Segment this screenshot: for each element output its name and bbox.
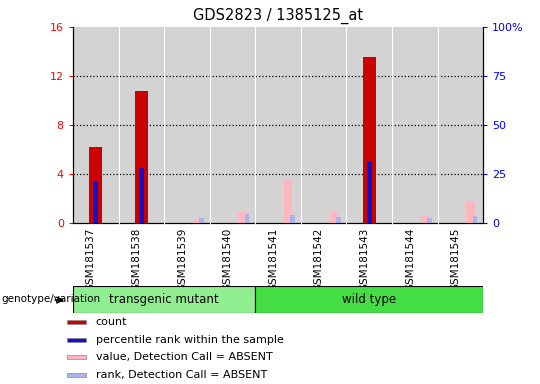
Text: GSM181545: GSM181545 (450, 228, 461, 291)
Text: GSM181540: GSM181540 (222, 228, 233, 291)
Bar (467, 201, 475, 223)
Bar (73, 286, 255, 313)
Bar (245, 214, 249, 223)
Text: GSM181539: GSM181539 (177, 228, 187, 291)
Bar (199, 218, 204, 223)
Bar (93, 182, 98, 223)
Bar (472, 216, 477, 223)
Bar (421, 216, 429, 223)
Bar (367, 162, 372, 223)
Bar (329, 212, 338, 223)
Text: GSM181543: GSM181543 (359, 228, 369, 291)
Text: percentile rank within the sample: percentile rank within the sample (96, 334, 284, 344)
Text: rank, Detection Call = ABSENT: rank, Detection Call = ABSENT (96, 370, 267, 380)
Bar (67, 373, 86, 377)
Text: GSM181537: GSM181537 (86, 228, 96, 291)
Text: value, Detection Call = ABSENT: value, Detection Call = ABSENT (96, 353, 272, 362)
Bar (255, 286, 483, 313)
Text: GSM181542: GSM181542 (314, 228, 323, 291)
Bar (239, 212, 247, 223)
Bar (363, 58, 376, 223)
Bar (67, 320, 86, 324)
Bar (89, 147, 102, 223)
Bar (291, 215, 295, 223)
Bar (67, 338, 86, 341)
Text: GSM181544: GSM181544 (405, 228, 415, 291)
Text: genotype/variation: genotype/variation (2, 294, 100, 304)
Bar (427, 218, 431, 223)
Bar (139, 168, 144, 223)
Bar (135, 91, 147, 223)
Bar (193, 220, 201, 223)
Bar (336, 217, 341, 223)
Text: transgenic mutant: transgenic mutant (109, 293, 219, 306)
Text: count: count (96, 317, 127, 327)
Bar (284, 180, 292, 223)
Title: GDS2823 / 1385125_at: GDS2823 / 1385125_at (193, 8, 363, 24)
Text: wild type: wild type (342, 293, 396, 306)
Text: GSM181541: GSM181541 (268, 228, 278, 291)
Text: GSM181538: GSM181538 (131, 228, 141, 291)
Bar (67, 356, 86, 359)
